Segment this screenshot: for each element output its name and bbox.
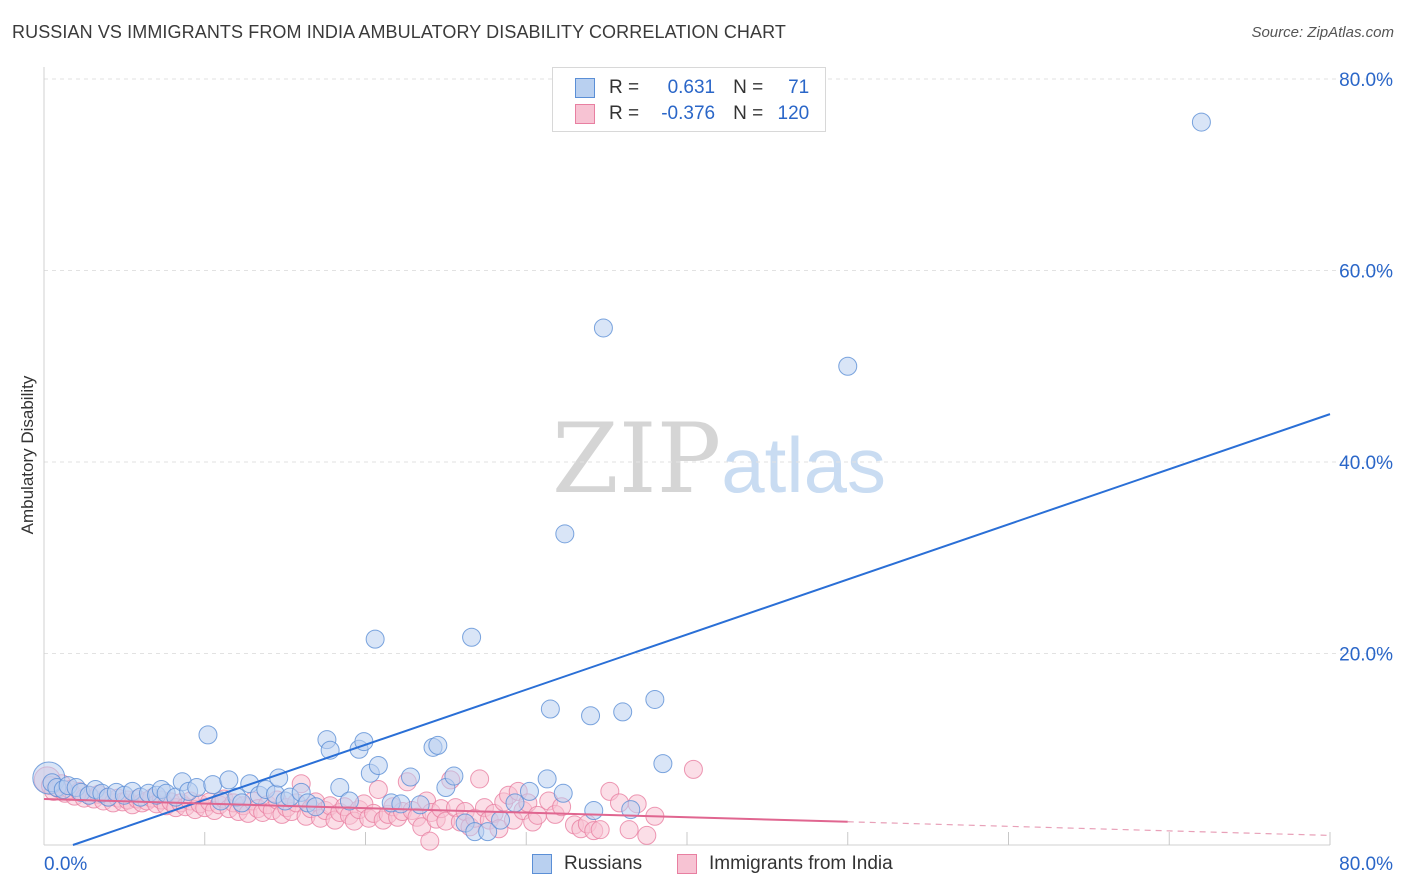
y-tick-label: 20.0% [1339,645,1393,666]
point-russians [553,783,573,803]
legend-r-value-india: -0.376 [661,103,716,124]
legend-n-label-russians: N = [733,77,764,98]
legend-n-value-india: 120 [777,103,810,124]
source-label: Source: ZipAtlas.com [1251,24,1394,41]
point-russians [519,781,539,801]
point-russians [339,791,359,811]
y-axis-label: Ambulatory Disability [18,375,37,535]
x-tick-label: 80.0% [1339,854,1393,875]
chart-title: RUSSIAN VS IMMIGRANTS FROM INDIA AMBULAT… [12,22,787,42]
point-russians [198,725,218,745]
point-russians [368,756,388,776]
y-tick-label: 40.0% [1339,453,1393,474]
point-russians [1191,112,1211,132]
point-russians [428,735,448,755]
stats-legend: R = 0.631 N = 71 R = -0.376 N = 120 [552,67,826,132]
point-india [590,820,610,840]
point-russians [621,800,641,820]
point-russians [505,793,525,813]
point-russians [645,689,665,709]
point-russians [219,770,239,790]
point-india [683,759,703,779]
point-russians [478,822,498,842]
bottom-legend-swatch-russians [532,854,552,874]
legend-r-value-russians: 0.631 [667,77,716,98]
point-russians [555,524,575,544]
bottom-legend-russians[interactable]: Russians [532,852,642,876]
point-india [420,831,440,851]
point-russians [540,699,560,719]
point-russians [401,767,421,787]
point-india [637,825,657,845]
trend-line-dashed-india [847,821,1331,837]
point-russians [462,627,482,647]
bottom-legend-swatch-india [677,854,697,874]
point-india [470,769,490,789]
point-russians [581,706,601,726]
legend-r-label-russians: R = [609,77,640,98]
point-russians [444,766,464,786]
legend-row-russians: R = 0.631 N = 71 [575,76,809,100]
y-tick-label: 60.0% [1339,262,1393,283]
point-india [368,779,388,799]
point-russians [187,778,207,798]
trend-line-india [43,798,848,823]
x-tick-label: 0.0% [44,854,87,875]
point-russians [232,793,252,813]
point-russians [838,356,858,376]
point-russians [365,629,385,649]
point-russians [537,769,557,789]
point-russians [584,801,604,821]
legend-r-label-india: R = [609,103,640,124]
point-india [619,820,639,840]
legend-row-india: R = -0.376 N = 120 [575,102,809,126]
point-russians [653,754,673,774]
legend-swatch-india [575,104,595,124]
trend-line-russians [72,413,1331,846]
legend-n-label-india: N = [733,103,764,124]
point-russians [613,702,633,722]
legend-swatch-russians [575,78,595,98]
legend-n-value-russians: 71 [788,77,810,98]
bottom-legend-label-india: Immigrants from India [709,853,893,874]
bottom-legend-label-russians: Russians [564,853,643,874]
point-russians [330,778,350,798]
point-russians [593,318,613,338]
point-russians [203,775,223,795]
point-russians [410,795,430,815]
y-tick-label: 80.0% [1339,70,1393,91]
bottom-legend-india[interactable]: Immigrants from India [677,852,893,876]
point-russians [491,810,511,830]
